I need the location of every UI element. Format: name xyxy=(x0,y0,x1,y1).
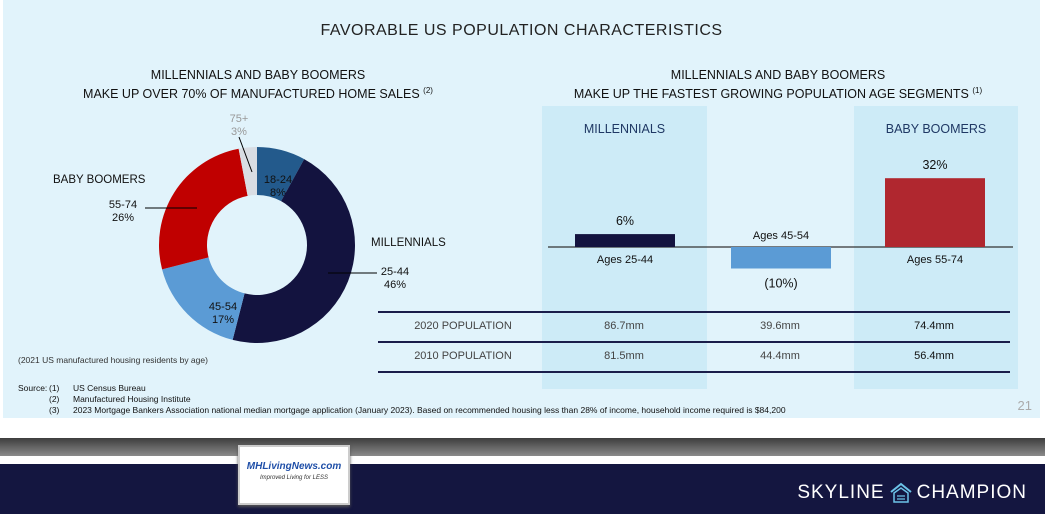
bar-category-label: Ages 45-54 xyxy=(753,230,809,242)
bar-Ages 55-74 xyxy=(885,178,985,247)
table-row-label: 2010 POPULATION xyxy=(414,350,512,362)
mhlivingnews-watermark: MHLivingNews.com Improved Living for LES… xyxy=(238,445,350,505)
bar-value-label: 32% xyxy=(922,158,947,172)
footer xyxy=(0,464,1045,514)
house-logo-icon xyxy=(889,482,912,503)
slice-label: 45-54 xyxy=(209,301,237,313)
millennials-label: MILLENNIALS xyxy=(371,237,446,249)
slice-value: 46% xyxy=(384,279,406,291)
donut-slice-18-24 xyxy=(257,147,305,202)
table-cell: 39.6mm xyxy=(760,320,800,332)
watermark-tagline: Improved Living for LESS xyxy=(259,475,329,481)
leader-line xyxy=(238,136,253,173)
left-subtitle-line2: MAKE UP OVER 70% OF MANUFACTURED HOME SA… xyxy=(83,87,420,102)
table-rule xyxy=(378,311,1010,313)
bar-Ages 25-44 xyxy=(575,234,675,247)
left-subtitle: MILLENNIALS AND BABY BOOMERS MAKE UP OVE… xyxy=(23,67,493,102)
donut-slice-75+ xyxy=(238,147,257,196)
table-cell: 74.4mm xyxy=(914,320,954,332)
right-subtitle: MILLENNIALS AND BABY BOOMERS MAKE UP THE… xyxy=(523,67,1033,102)
baby-boomers-label: BABY BOOMERS xyxy=(53,174,146,186)
table-cell: 56.4mm xyxy=(914,350,954,362)
donut-slice-45-54 xyxy=(162,257,245,340)
source-text: US Census Bureau xyxy=(73,383,146,393)
divider-bar xyxy=(0,438,1045,456)
baby-boomers-column-header: BABY BOOMERS xyxy=(885,122,987,136)
brand-left: SKYLINE xyxy=(797,482,885,503)
millennials-column-header: MILLENNIALS xyxy=(583,122,666,136)
footnote-ref: (2) xyxy=(423,86,433,95)
slice-label: 55-74 xyxy=(109,199,137,211)
table-rule xyxy=(378,341,1010,343)
source-num: (2) xyxy=(49,394,60,404)
slide: FAVORABLE US POPULATION CHARACTERISTICS … xyxy=(3,0,1040,418)
table-cell: 44.4mm xyxy=(760,350,800,362)
growth-bar-chart: 6% Ages 25-44 (10%) Ages 45-54 32% Ages 55-74 xyxy=(548,158,1013,291)
right-subtitle-line1: MILLENNIALS AND BABY BOOMERS xyxy=(670,68,886,82)
slice-label: 75+ xyxy=(230,113,249,125)
watermark-logo-text: MHLivingNews.com xyxy=(246,461,342,472)
bar-value-label: (10%) xyxy=(764,277,797,291)
table-rule xyxy=(378,371,1010,373)
left-subtitle-line1: MILLENNIALS AND BABY BOOMERS xyxy=(150,68,366,82)
donut-slice-25-44 xyxy=(232,159,355,343)
slice-value: 3% xyxy=(231,126,247,138)
slice-value: 17% xyxy=(212,314,234,326)
skyline-champion-logo: SKYLINE CHAMPION xyxy=(797,482,1027,504)
bar-category-label: Ages 55-74 xyxy=(907,254,963,266)
sources: Source: (1) US Census Bureau (2) Manufactur… xyxy=(18,383,786,416)
slice-label: 25-44 xyxy=(381,266,409,278)
slice-value: 8% xyxy=(270,187,286,199)
bar-value-label: 6% xyxy=(616,214,634,228)
bar-Ages 45-54 xyxy=(731,247,831,269)
slice-value: 26% xyxy=(112,212,134,224)
donut-caption: (2021 US manufactured housing residents … xyxy=(18,355,208,365)
source-text: Manufactured Housing Institute xyxy=(73,394,191,404)
source-num: (1) xyxy=(49,383,60,393)
table-cell: 86.7mm xyxy=(604,320,644,332)
bar-category-label: Ages 25-44 xyxy=(597,254,653,266)
slice-label: 18-24 xyxy=(264,174,292,186)
table-row-label: 2020 POPULATION xyxy=(414,320,512,332)
donut-slice-55-74 xyxy=(159,148,248,270)
footnote-ref: (1) xyxy=(972,86,983,95)
brand-right: CHAMPION xyxy=(916,482,1027,503)
page-number: 21 xyxy=(1017,398,1032,413)
sources-label: Source: xyxy=(18,383,48,393)
table-cell: 81.5mm xyxy=(604,350,644,362)
source-num: (3) xyxy=(49,405,60,415)
right-subtitle-line2: MAKE UP THE FASTEST GROWING POPULATION A… xyxy=(573,87,969,102)
source-text: 2023 Mortgage Bankers Association nation… xyxy=(73,405,786,415)
page-title: FAVORABLE US POPULATION CHARACTERISTICS xyxy=(320,22,723,39)
